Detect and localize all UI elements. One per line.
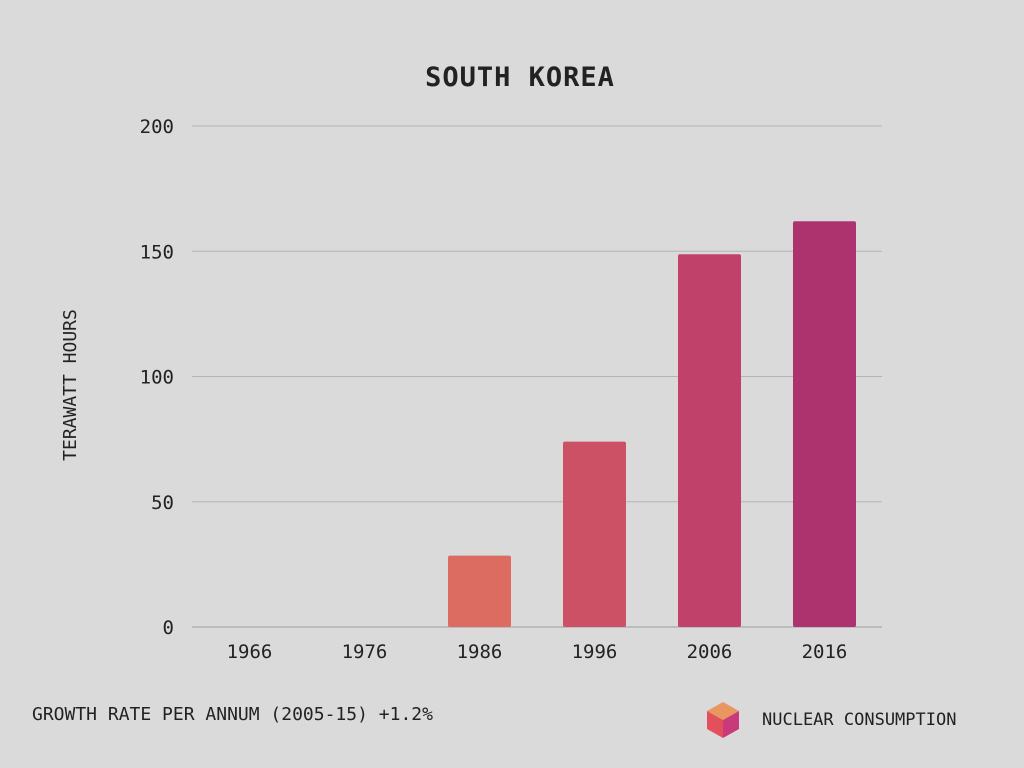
y-tick-label: 50	[151, 492, 174, 514]
growth-rate-note: GROWTH RATE PER ANNUM (2005-15) +1.2%	[32, 704, 433, 725]
bar-2016	[793, 221, 856, 627]
y-tick-labels: 0 50 100 150 200	[140, 116, 174, 639]
x-tick-label: 2006	[687, 641, 733, 663]
bars	[448, 221, 856, 628]
cube-icon	[707, 702, 739, 738]
y-tick-label: 100	[140, 367, 174, 389]
y-tick-label: 200	[140, 116, 174, 138]
y-tick-label: 150	[140, 241, 174, 263]
x-tick-label: 2016	[802, 641, 848, 663]
x-tick-label: 1966	[227, 641, 273, 663]
chart-title: SOUTH KOREA	[425, 62, 615, 93]
y-axis-label: TERAWATT HOURS	[60, 309, 81, 461]
grid-lines	[192, 125, 882, 628]
x-tick-label: 1986	[457, 641, 503, 663]
bar-1986	[448, 555, 511, 627]
x-tick-labels: 1966 1976 1986 1996 2006 2016	[227, 641, 848, 663]
legend: NUCLEAR CONSUMPTION	[706, 700, 956, 740]
y-tick-label: 0	[163, 617, 174, 639]
x-tick-label: 1996	[572, 641, 618, 663]
bar-2006	[678, 254, 741, 628]
legend-label: NUCLEAR CONSUMPTION	[762, 710, 957, 730]
bar-1996	[563, 441, 626, 627]
x-tick-label: 1976	[342, 641, 388, 663]
